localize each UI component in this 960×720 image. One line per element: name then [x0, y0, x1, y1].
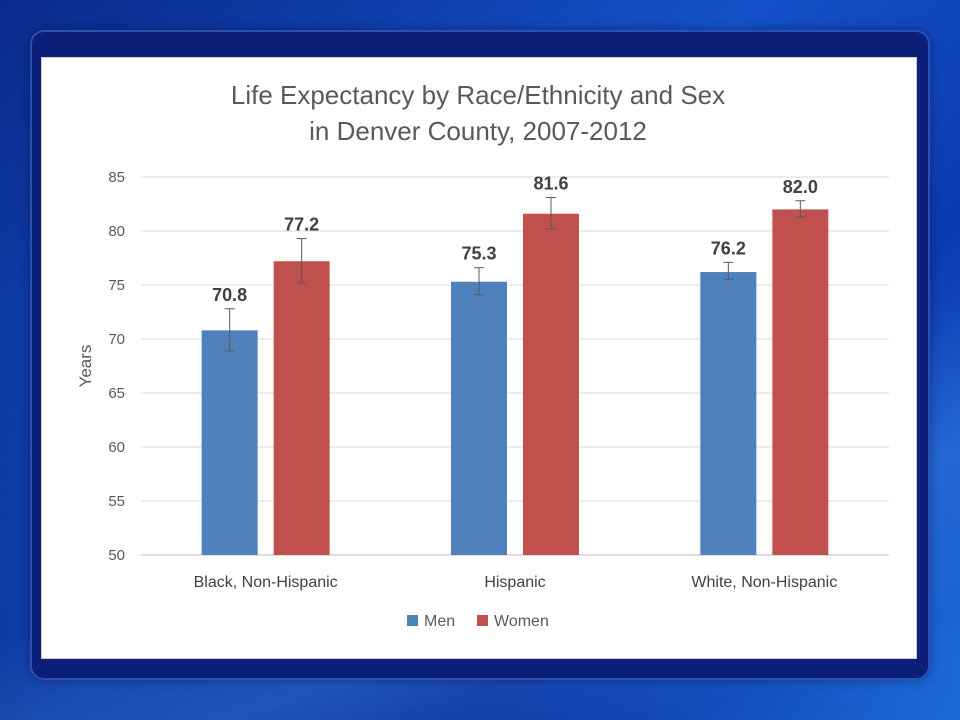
- y-tick-label: 50: [108, 547, 125, 564]
- y-axis-label: Years: [76, 345, 95, 388]
- chart-title-line-2: in Denver County, 2007-2012: [309, 116, 647, 146]
- bar-men: [451, 281, 507, 555]
- y-tick-label: 75: [108, 277, 125, 294]
- error-bars: [224, 197, 806, 352]
- bar-women: [273, 261, 330, 555]
- y-tick-label: 60: [108, 439, 125, 456]
- bar-women: [523, 213, 579, 555]
- data-label: 82.0: [783, 177, 818, 197]
- chart-title-line-1: Life Expectancy by Race/Ethnicity and Se…: [231, 80, 725, 110]
- data-label: 76.2: [711, 238, 746, 258]
- legend-swatch-men: [407, 615, 418, 626]
- legend-label-men: Men: [424, 613, 455, 630]
- legend-swatch-women: [477, 615, 488, 626]
- data-label: 75.3: [461, 244, 496, 264]
- y-tick-labels: 50 55 60 65 70 75 80 85: [108, 169, 125, 564]
- bar-women: [772, 209, 829, 555]
- bar-men: [700, 272, 757, 555]
- data-label: 70.8: [212, 285, 247, 305]
- gridlines: [141, 176, 889, 556]
- y-tick-label: 55: [108, 493, 125, 510]
- data-labels: 70.8 77.2 75.3 81.6 76.2 82.0: [212, 174, 818, 305]
- legend-label-women: Women: [494, 613, 549, 630]
- category-labels: Black, Non-Hispanic Hispanic White, Non-Hi…: [194, 574, 838, 591]
- category-label: Hispanic: [484, 574, 545, 591]
- legend: Men Women: [407, 613, 549, 630]
- category-label: White, Non-Hispanic: [691, 574, 837, 591]
- y-tick-label: 85: [108, 169, 125, 186]
- bar-men: [201, 330, 258, 555]
- data-label: 81.6: [533, 174, 568, 194]
- bars: [201, 209, 829, 555]
- data-label: 77.2: [284, 215, 319, 235]
- y-tick-label: 70: [108, 331, 125, 348]
- y-tick-label: 80: [108, 223, 125, 240]
- category-label: Black, Non-Hispanic: [194, 574, 338, 591]
- y-tick-label: 65: [108, 385, 125, 402]
